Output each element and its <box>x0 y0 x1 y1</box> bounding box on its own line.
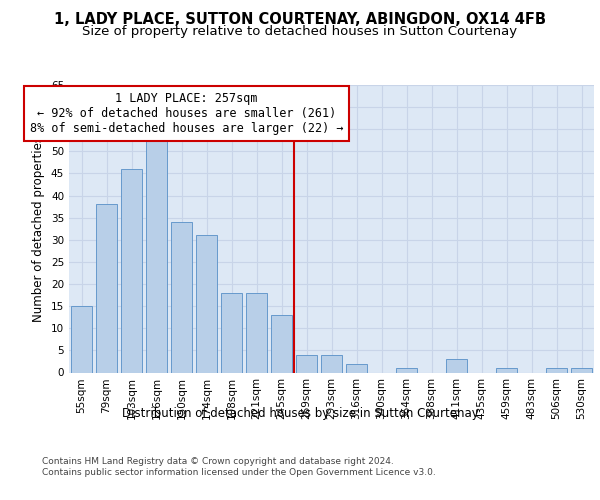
Bar <box>146 134 167 372</box>
Bar <box>196 236 217 372</box>
Bar <box>571 368 592 372</box>
Bar <box>346 364 367 372</box>
Bar <box>446 359 467 372</box>
Text: 1 LADY PLACE: 257sqm
← 92% of detached houses are smaller (261)
8% of semi-detac: 1 LADY PLACE: 257sqm ← 92% of detached h… <box>30 92 343 134</box>
Bar <box>171 222 192 372</box>
Bar <box>221 293 242 372</box>
Bar <box>396 368 417 372</box>
Bar <box>321 355 342 372</box>
Text: Contains HM Land Registry data © Crown copyright and database right 2024.
Contai: Contains HM Land Registry data © Crown c… <box>42 458 436 477</box>
Bar <box>121 169 142 372</box>
Bar <box>96 204 117 372</box>
Bar <box>546 368 567 372</box>
Bar <box>271 315 292 372</box>
Text: Distribution of detached houses by size in Sutton Courtenay: Distribution of detached houses by size … <box>122 408 478 420</box>
Bar <box>496 368 517 372</box>
Y-axis label: Number of detached properties: Number of detached properties <box>32 136 46 322</box>
Bar <box>296 355 317 372</box>
Bar <box>71 306 92 372</box>
Text: Size of property relative to detached houses in Sutton Courtenay: Size of property relative to detached ho… <box>82 25 518 38</box>
Bar <box>246 293 267 372</box>
Text: 1, LADY PLACE, SUTTON COURTENAY, ABINGDON, OX14 4FB: 1, LADY PLACE, SUTTON COURTENAY, ABINGDO… <box>54 12 546 28</box>
